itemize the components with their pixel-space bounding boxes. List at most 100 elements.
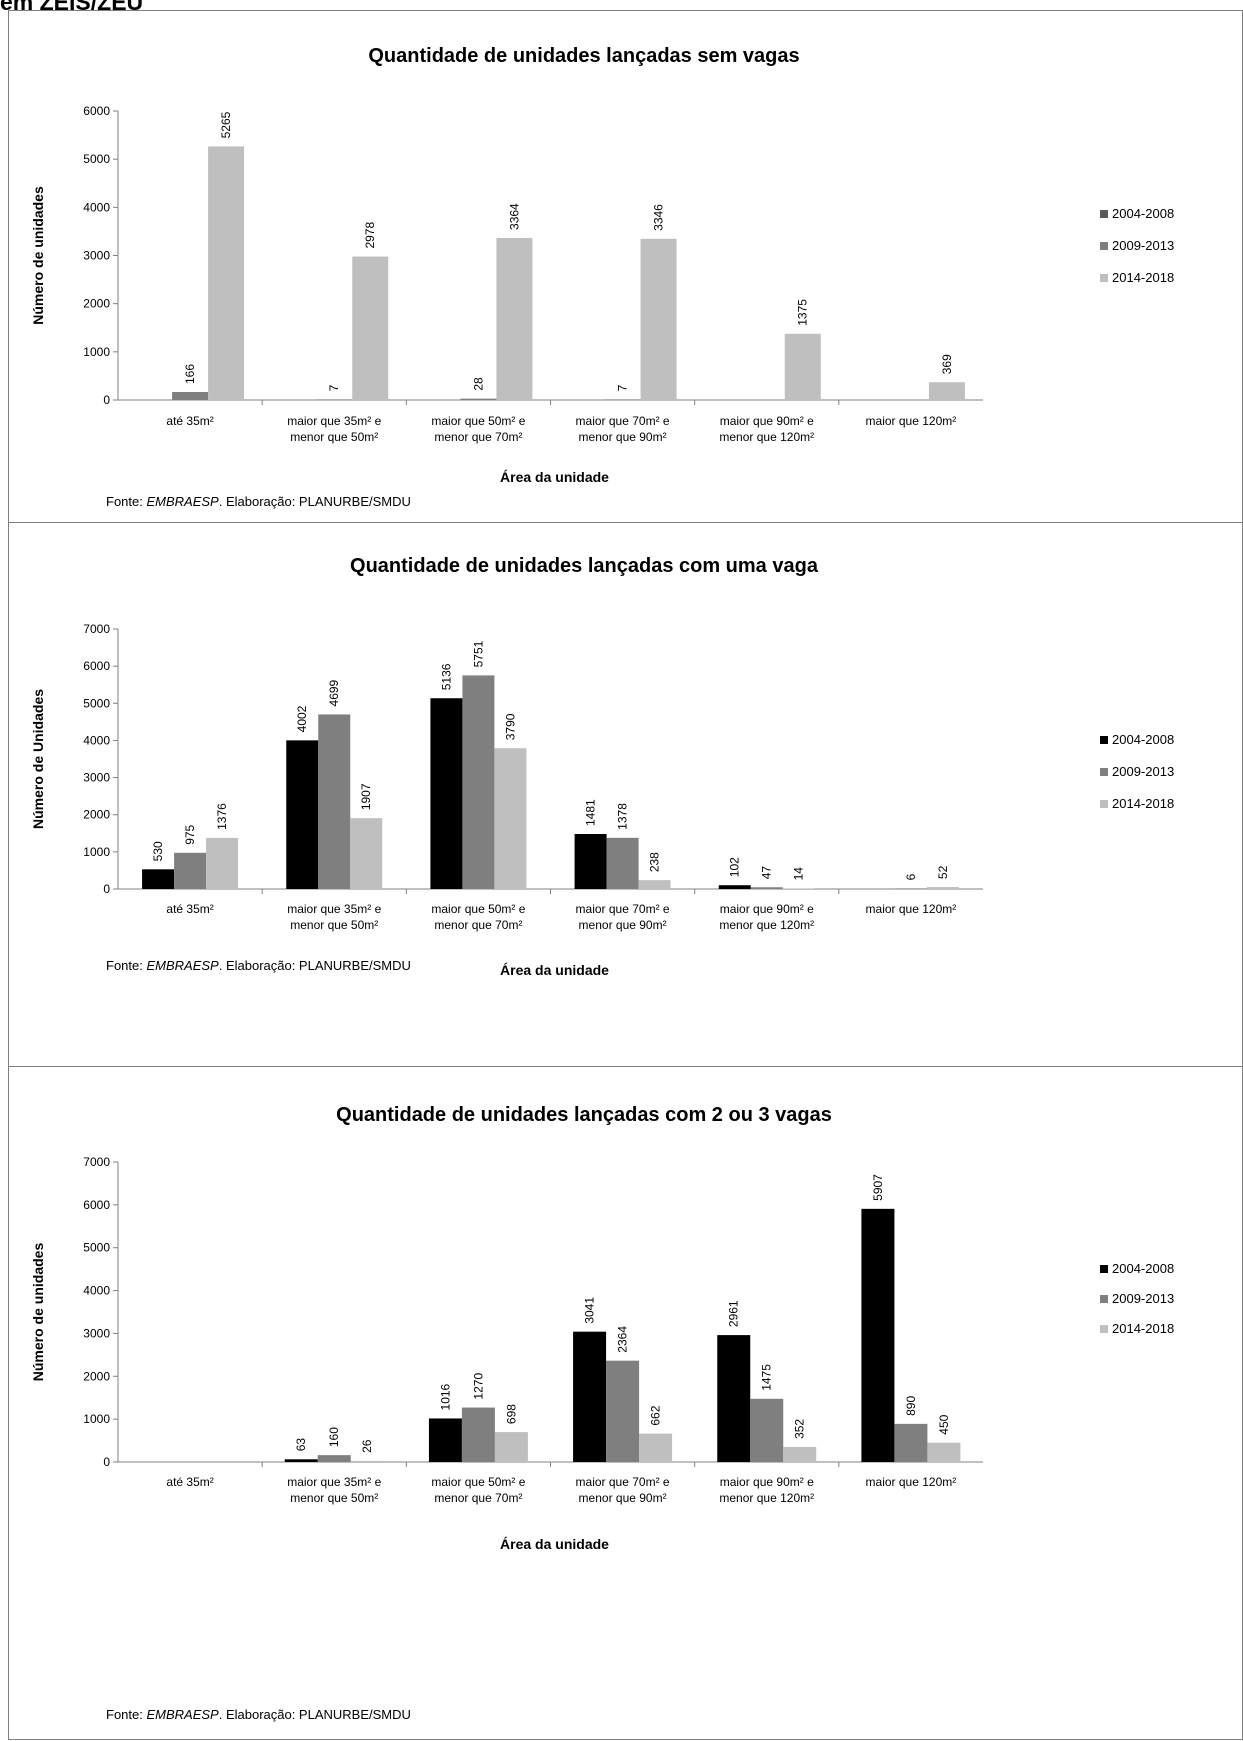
y-tick-label: 7000 [83,1155,110,1169]
y-tick-label: 4000 [83,733,110,747]
y-tick-label: 3000 [83,771,110,785]
x-tick-label: maior que 90m² e menor que 120m² [719,902,814,932]
x-tick-label: maior que 35m² e menor que 50m² [287,414,381,444]
data-label: 160 [327,1427,341,1447]
y-tick-label: 0 [103,882,110,896]
data-label: 2978 [363,222,377,249]
y-tick-label: 3000 [83,249,110,263]
legend-label: 2014-2018 [1112,270,1174,285]
x-tick-label: maior que 70m² e menor que 90m² [576,414,670,444]
bar-2014-2018 [927,1442,961,1462]
legend-label: 2014-2018 [1112,1321,1174,1336]
bar-2014-2018 [640,238,677,400]
y-tick-label: 2000 [83,297,110,311]
y-tick-label: 2000 [83,808,110,822]
legend-label: 2009-2013 [1112,238,1174,253]
y-tick-label: 2000 [83,1369,110,1383]
data-label: 3346 [652,204,666,231]
data-label: 369 [940,354,954,374]
data-label: 63 [294,1438,308,1452]
data-label: 47 [760,866,774,880]
data-label: 5907 [871,1174,885,1201]
bar-2009-2013 [750,1398,784,1462]
bar-2009-2013 [894,1423,928,1462]
bar-2009-2013 [460,398,497,400]
chart-panel-uma-vaga: Quantidade de unidades lançadas com uma … [8,522,1243,1067]
data-label: 530 [151,841,165,861]
bar-2014-2018 [496,237,533,400]
bar-2009-2013 [318,714,351,889]
bar-2009-2013 [604,399,641,400]
y-tick-label: 3000 [83,1326,110,1340]
x-tick-label: até 35m² [166,414,213,428]
y-tick-label: 6000 [83,1198,110,1212]
legend-swatch [1100,736,1108,744]
legend-swatch [1100,800,1108,808]
y-tick-label: 5000 [83,152,110,166]
bar-2014-2018 [352,256,389,400]
y-tick-label: 7000 [83,622,110,636]
data-label: 26 [360,1439,374,1453]
bar-2014-2018 [350,818,383,889]
legend-swatch [1100,210,1108,218]
data-label: 102 [728,857,742,877]
x-tick-label: maior que 90m² e menor que 120m² [719,1475,814,1505]
x-tick-label: maior que 70m² e menor que 90m² [576,1475,670,1505]
y-tick-label: 1000 [83,845,110,859]
bar-2014-2018 [928,382,965,400]
data-label: 3364 [507,203,521,230]
bar-2009-2013 [172,392,209,400]
x-tick-label: até 35m² [166,902,213,916]
x-tick-label: maior que 50m² e menor que 70m² [431,414,525,444]
bar-2014-2018 [782,888,815,889]
chart-sem-vagas: Quantidade de unidades lançadas sem vaga… [30,45,1174,485]
y-axis-label: Número de unidades [30,186,46,325]
legend-swatch [1100,1265,1108,1273]
legend-swatch [1100,274,1108,282]
bar-2004-2008 [718,885,751,889]
bar-2009-2013 [174,852,207,889]
y-axis-label: Número de unidades [30,1243,46,1382]
chart-uma-vaga: Quantidade de unidades lançadas com uma … [30,555,1174,978]
bar-2009-2013 [462,675,495,889]
data-label: 2364 [616,1326,630,1353]
y-tick-label: 4000 [83,200,110,214]
data-label: 3041 [583,1297,597,1324]
bar-2014-2018 [784,333,821,400]
chart-panel-sem-vagas: Quantidade de unidades lançadas sem vaga… [8,10,1243,523]
bar-2014-2018 [783,1446,817,1462]
legend-label: 2014-2018 [1112,796,1174,811]
bar-2009-2013 [316,399,353,400]
y-tick-label: 1000 [83,1412,110,1426]
bar-2014-2018 [494,1432,528,1462]
data-label: 1376 [215,803,229,830]
x-tick-label: até 35m² [166,1475,213,1489]
chart-panel-2-ou-3-vagas: Quantidade de unidades lançadas com 2 ou… [8,1066,1243,1740]
data-label: 450 [937,1414,951,1434]
data-label: 662 [649,1405,663,1425]
legend-label: 2004-2008 [1112,206,1174,221]
data-label: 166 [183,364,197,384]
y-tick-label: 6000 [83,659,110,673]
legend-swatch [1100,1295,1108,1303]
data-label: 28 [471,377,485,391]
data-label: 52 [936,865,950,879]
y-tick-label: 0 [103,393,110,407]
legend-swatch [1100,1325,1108,1333]
bar-2009-2013 [461,1407,495,1462]
x-tick-label: maior que 120m² [866,414,957,428]
bar-2014-2018 [494,748,527,889]
bar-2004-2008 [573,1331,607,1462]
data-label: 6 [904,873,918,880]
x-tick-label: maior que 50m² e menor que 70m² [431,1475,525,1505]
x-tick-label: maior que 70m² e menor que 90m² [576,902,670,932]
bar-2014-2018 [208,146,245,400]
data-label: 1907 [359,783,373,810]
source-note: Fonte: EMBRAESP. Elaboração: PLANURBE/SM… [106,494,411,509]
source-note: Fonte: EMBRAESP. Elaboração: PLANURBE/SM… [106,958,411,973]
bar-2014-2018 [639,1433,673,1462]
bar-2014-2018 [926,887,959,889]
x-tick-label: maior que 120m² [866,1475,957,1489]
data-label: 5136 [439,663,453,690]
data-label: 1481 [584,799,598,826]
